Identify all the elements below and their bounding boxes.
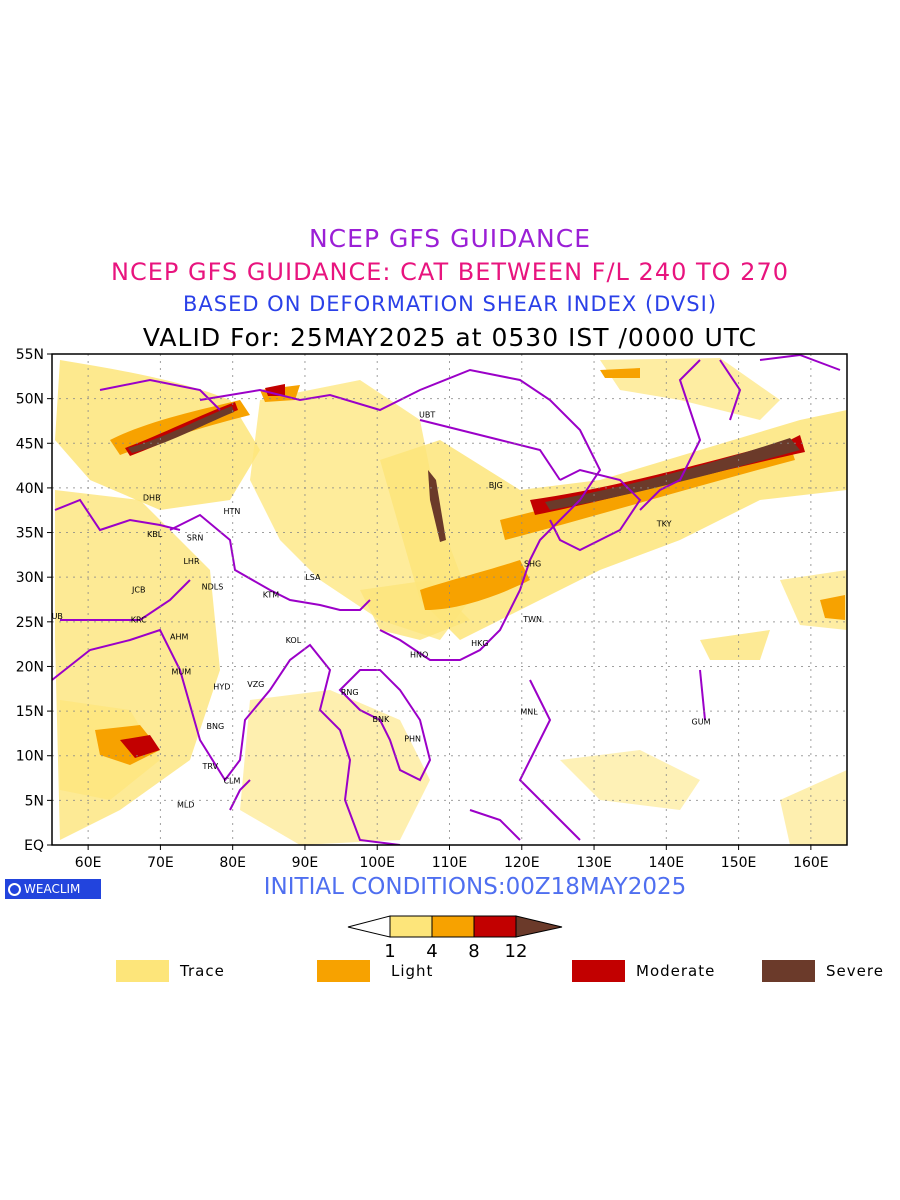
station-label: CLM xyxy=(223,776,240,785)
title-line-3: BASED ON DEFORMATION SHEAR INDEX (DVSI) xyxy=(182,292,718,316)
weaclim-logo: WEACLIM xyxy=(5,879,101,899)
station-label: LHR xyxy=(183,557,199,566)
station-label: HKG xyxy=(471,639,488,648)
station-label: TWN xyxy=(522,615,542,624)
legend-label-moderate: Moderate xyxy=(636,962,716,980)
lon-label: 160E xyxy=(793,855,829,871)
axes: 55N 50N 45N 40N 35N 30N 25N 20N 15N 10N 5N EQ 60E 70E… xyxy=(16,347,829,871)
lat-label: 40N xyxy=(16,481,44,497)
logo-text: WEACLIM xyxy=(24,882,81,896)
station-label: GUM xyxy=(692,717,711,726)
scale-label: 8 xyxy=(468,941,479,962)
station-label: SHG xyxy=(524,559,541,568)
scale-box-light xyxy=(431,915,475,938)
station-label: BNG xyxy=(207,722,225,731)
station-label: MNL xyxy=(520,708,538,717)
station-label: NDLS xyxy=(202,583,224,592)
station-label: KBL xyxy=(147,530,163,539)
station-label: MLD xyxy=(177,801,195,810)
lon-label: 150E xyxy=(721,855,757,871)
station-label: KTM xyxy=(263,591,280,600)
station-label: MUM xyxy=(172,667,192,676)
lon-label: 70E xyxy=(147,855,174,871)
scale-label: 12 xyxy=(505,941,528,962)
station-label: TRV xyxy=(202,762,219,771)
initial-conditions: INITIAL CONDITIONS:00Z18MAY2025 xyxy=(263,874,687,900)
lat-label: 55N xyxy=(16,347,44,363)
lat-label: 20N xyxy=(16,659,44,675)
lat-label: EQ xyxy=(24,838,44,854)
scale-label: 4 xyxy=(426,941,437,962)
station-label: BNK xyxy=(372,715,389,724)
station-label: TKY xyxy=(656,519,672,528)
lon-label: 90E xyxy=(292,855,319,871)
lon-label: 100E xyxy=(359,855,395,871)
lat-label: 15N xyxy=(16,704,44,720)
cat-map: UBT BJG DHB HTN KBL SRN LHR TKY SHG LSA JCB NDLS KTM… xyxy=(16,347,848,871)
lon-label: 130E xyxy=(576,855,612,871)
legend-label-light: Light xyxy=(391,962,434,980)
color-scale: 1 4 8 12 xyxy=(347,915,563,962)
title-line-1: NCEP GFS GUIDANCE xyxy=(308,224,591,253)
country-boundaries xyxy=(52,354,841,845)
scale-label: 1 xyxy=(384,941,395,962)
title-line-2: NCEP GFS GUIDANCE: CAT BETWEEN F/L 240 T… xyxy=(111,258,789,286)
station-label: RNG xyxy=(341,688,359,697)
station-label: UBT xyxy=(419,410,435,419)
scale-arrow-right xyxy=(515,915,563,938)
lon-label: 80E xyxy=(219,855,246,871)
lon-label: 140E xyxy=(649,855,685,871)
station-label: JCB xyxy=(131,585,145,594)
lat-label: 50N xyxy=(16,392,44,408)
station-labels: UBT BJG DHB HTN KBL SRN LHR TKY SHG LSA JCB NDLS KTM… xyxy=(45,410,711,810)
lat-label: 10N xyxy=(16,749,44,765)
station-label: PHN xyxy=(404,734,421,743)
legend-swatch-severe xyxy=(762,960,815,982)
station-label: HYD xyxy=(213,683,230,692)
lat-label: 35N xyxy=(16,526,44,542)
legend-label-trace: Trace xyxy=(180,962,225,980)
lat-label: 45N xyxy=(16,436,44,452)
station-label: VZG xyxy=(247,680,264,689)
legend-swatch-light xyxy=(317,960,370,982)
lon-label: 110E xyxy=(432,855,468,871)
station-label: SRN xyxy=(187,534,204,543)
grid-lines xyxy=(52,354,847,845)
station-label: KOL xyxy=(286,636,302,645)
station-label: LSA xyxy=(305,573,321,582)
valid-time: VALID For: 25MAY2025 at 0530 IST /0000 U… xyxy=(142,323,758,352)
station-label: HTN xyxy=(224,507,241,516)
scale-arrow-left xyxy=(347,915,391,938)
map-area: UBT BJG DHB HTN KBL SRN LHR TKY SHG LSA JCB NDLS KTM… xyxy=(45,354,847,845)
logo-circle-icon xyxy=(8,882,21,896)
station-label: AHM xyxy=(170,633,188,642)
lat-label: 5N xyxy=(25,793,44,809)
legend-swatch-trace xyxy=(116,960,169,982)
station-label: HNO xyxy=(410,651,428,660)
severe-areas xyxy=(128,406,800,542)
station-label: KRC xyxy=(131,616,147,625)
scale-box-moderate xyxy=(473,915,517,938)
station-label: DHB xyxy=(143,493,161,502)
legend-swatch-moderate xyxy=(572,960,625,982)
station-label: DUB xyxy=(45,612,63,621)
scale-box-trace xyxy=(389,915,433,938)
station-label: BJG xyxy=(489,481,503,490)
lat-label: 30N xyxy=(16,570,44,586)
legend-label-severe: Severe xyxy=(826,962,884,980)
lon-label: 60E xyxy=(75,855,102,871)
lon-label: 120E xyxy=(504,855,540,871)
lat-label: 25N xyxy=(16,615,44,631)
